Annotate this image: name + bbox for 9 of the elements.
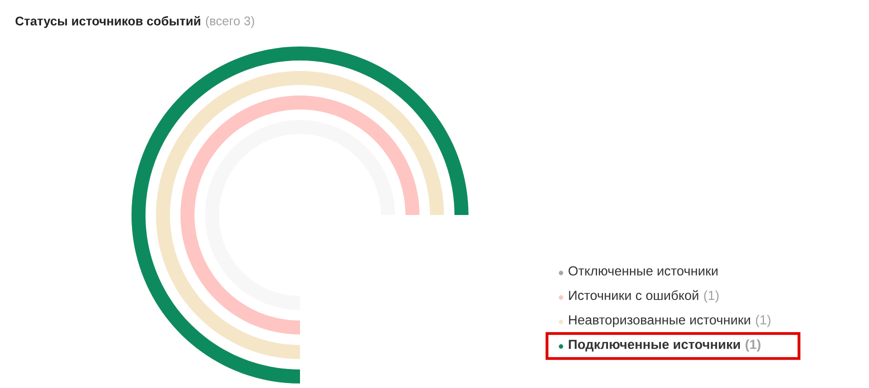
data-label: (1) [756,314,770,328]
legend-label: Источники с ошибкой [569,290,698,300]
data-label: (1) [746,339,760,352]
legend-label: Отключенные источники [568,266,718,276]
legend-label: Неавторизованные источники [569,315,750,328]
data-label: (1) [704,290,719,303]
text: (всего 3) [206,16,254,28]
legend-label: Подключенные источники [568,340,740,352]
text: Статусы источников событий [16,16,200,28]
